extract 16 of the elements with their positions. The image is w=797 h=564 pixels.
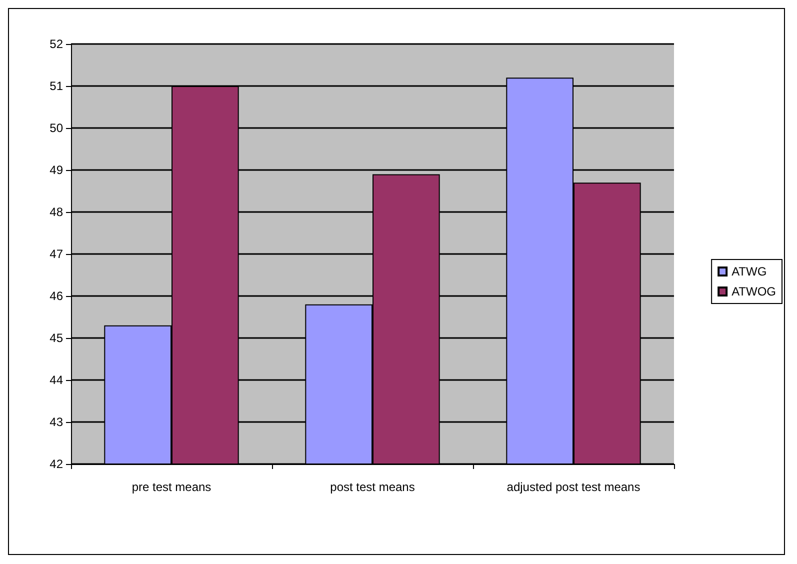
- y-tick-label: 52: [50, 37, 64, 51]
- y-tick-label: 50: [50, 121, 64, 135]
- y-tick-label: 47: [50, 247, 64, 261]
- y-tick-label: 49: [50, 163, 64, 177]
- legend-label: ATWG: [732, 264, 767, 278]
- x-tick-label: post test means: [330, 480, 415, 494]
- y-tick-label: 51: [50, 79, 64, 93]
- x-tick-label: adjusted post test means: [506, 480, 640, 494]
- y-tick-label: 45: [50, 331, 64, 345]
- y-tick-label: 43: [50, 415, 64, 429]
- y-tick-label: 48: [50, 205, 64, 219]
- x-tick-label: pre test means: [132, 480, 212, 494]
- y-tick-label: 44: [50, 373, 64, 387]
- y-tick-label: 46: [50, 289, 64, 303]
- y-tick-label: 42: [50, 457, 64, 471]
- legend-label: ATWOG: [732, 284, 776, 298]
